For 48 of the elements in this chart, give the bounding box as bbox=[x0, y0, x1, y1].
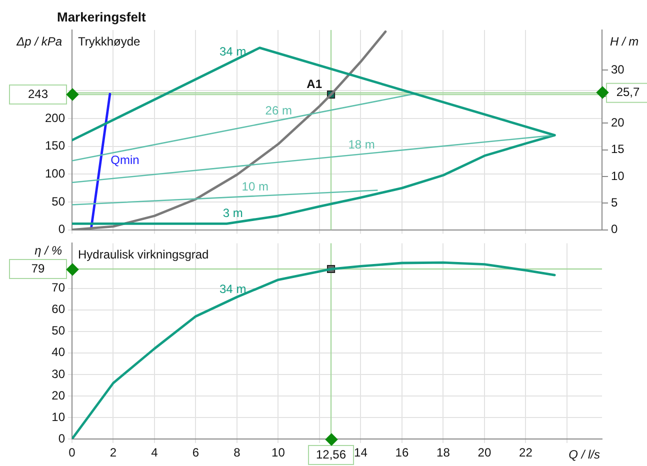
y2-tick-label: 10 bbox=[611, 168, 625, 183]
series-label: Qmin bbox=[110, 152, 140, 167]
y2-axis-title: H / m bbox=[610, 34, 639, 48]
y2-tick-label: 20 bbox=[611, 116, 625, 130]
y-tick-label: 0 bbox=[58, 222, 66, 236]
y-tick-label: 100 bbox=[44, 166, 66, 180]
y2-tick-label: 0 bbox=[611, 222, 618, 236]
y-tick-label: 0 bbox=[58, 431, 66, 446]
x-tick-label: 4 bbox=[151, 446, 158, 460]
chart-subtitle: Trykkhøyde bbox=[78, 34, 141, 48]
y2-tick-label: 5 bbox=[611, 195, 618, 210]
x-tick-label: 14 bbox=[354, 446, 368, 460]
y-axis-title: η / % bbox=[34, 244, 62, 258]
x-tick-label: 0 bbox=[68, 446, 76, 460]
series-label: 18 m bbox=[348, 137, 375, 152]
series-label: 34 m bbox=[220, 282, 246, 296]
ref-line-label: 25,7 bbox=[616, 85, 640, 100]
y-tick-label: 60 bbox=[52, 302, 66, 316]
annotation: A1 bbox=[306, 76, 322, 91]
x-axis-title: Q / l/s bbox=[568, 447, 600, 462]
series-label: 10 m bbox=[242, 179, 268, 194]
y-tick-label: 50 bbox=[52, 194, 66, 208]
x-tick-label: 10 bbox=[272, 446, 286, 460]
chart-title: Hydraulisk virkningsgrad bbox=[78, 248, 209, 262]
y-tick-label: 150 bbox=[44, 138, 66, 153]
series-label: 3 m bbox=[222, 206, 243, 220]
x-tick-label: 16 bbox=[395, 446, 409, 460]
ref-line-label: 79 bbox=[31, 261, 45, 276]
x-tick-label: 18 bbox=[436, 446, 450, 460]
y-tick-label: 70 bbox=[52, 280, 66, 295]
y-tick-label: 50 bbox=[52, 324, 66, 338]
y2-tick-label: 30 bbox=[611, 62, 625, 76]
y-tick-label: 200 bbox=[44, 110, 66, 125]
series-label: 26 m bbox=[265, 104, 292, 118]
chart-title: Markeringsfelt bbox=[57, 10, 147, 25]
x-tick-label: 2 bbox=[110, 446, 117, 460]
y-tick-label: 20 bbox=[52, 388, 66, 402]
y-tick-label: 10 bbox=[52, 410, 66, 424]
x-tick-label: 20 bbox=[478, 446, 492, 460]
x-tick-label: 22 bbox=[519, 446, 533, 460]
y-tick-label: 30 bbox=[52, 366, 66, 381]
y2-tick-label: 15 bbox=[611, 142, 625, 156]
x-tick-label: 8 bbox=[234, 446, 241, 460]
y-axis-title: Δp / kPa bbox=[16, 34, 62, 48]
x-tick-label: 6 bbox=[192, 446, 200, 460]
ref-line-label: 12,56 bbox=[316, 447, 346, 462]
ref-line-label: 243 bbox=[28, 86, 48, 101]
y-tick-label: 40 bbox=[52, 345, 66, 360]
